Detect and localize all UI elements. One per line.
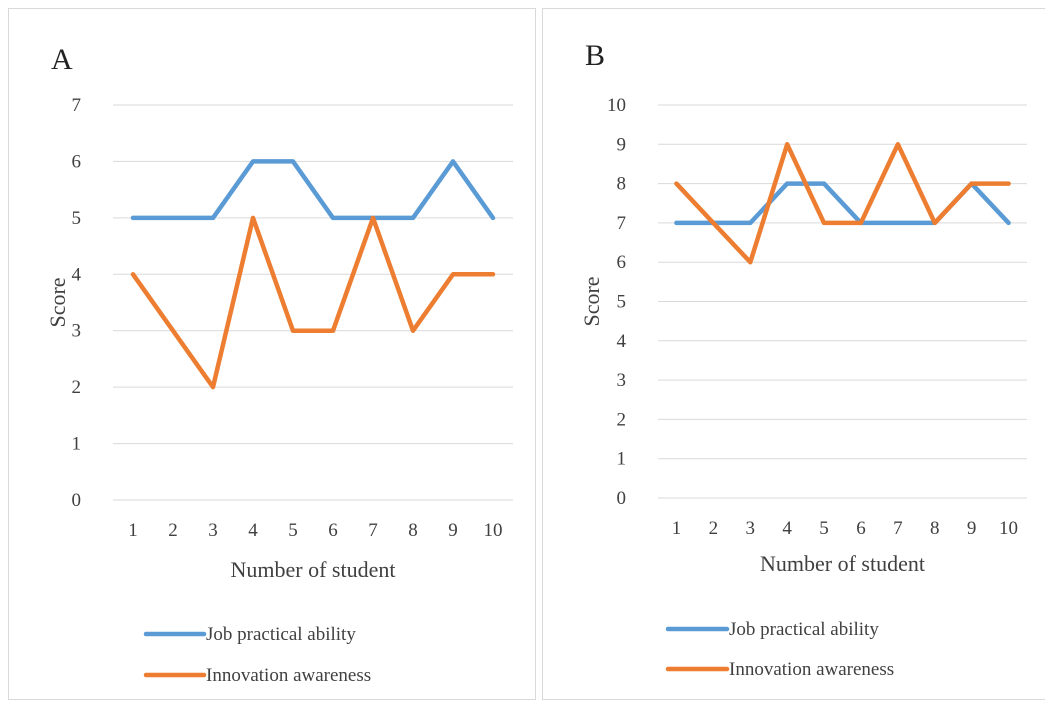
y-tick-label: 3 [72, 321, 82, 342]
series-line-job-practical-ability [676, 184, 1008, 223]
y-tick-label: 6 [617, 252, 627, 273]
y-tick-label: 7 [617, 213, 627, 234]
x-tick-label: 8 [930, 518, 940, 539]
y-axis-title: Score [579, 276, 604, 326]
x-tick-label: 4 [782, 518, 792, 539]
y-tick-label: 4 [72, 264, 82, 285]
x-axis-title: Number of student [231, 557, 396, 582]
y-tick-label: 8 [617, 174, 627, 195]
x-tick-label: 8 [408, 520, 418, 541]
x-tick-label: 6 [856, 518, 866, 539]
legend-label: Innovation awareness [729, 659, 894, 680]
x-tick-label: 5 [288, 520, 298, 541]
chart-panel-b: B 0 1 2 3 4 5 6 7 8 9 10 1 2 3 4 5 6 7 8 9 10 Score Number of s… [542, 8, 1045, 700]
x-tick-label: 10 [484, 520, 503, 541]
y-tick-label: 3 [617, 370, 627, 391]
panel-label: A [51, 43, 73, 76]
y-tick-label: 2 [72, 377, 82, 398]
x-tick-label: 4 [248, 520, 258, 541]
chart-panel-a: A 0 1 2 3 4 5 6 7 1 2 3 4 5 6 7 8 9 10 Score Number of stude… [8, 8, 536, 700]
x-tick-label: 1 [672, 518, 682, 539]
y-tick-label: 0 [617, 488, 627, 509]
panel-label: B [585, 39, 605, 72]
y-tick-label: 5 [617, 292, 627, 313]
series-line-job-practical-ability [133, 161, 493, 218]
chart-a-svg: A 0 1 2 3 4 5 6 7 1 2 3 4 5 6 7 8 9 10 Score Number of stude… [9, 9, 537, 701]
x-axis-title: Number of student [760, 551, 925, 576]
x-tick-label: 3 [746, 518, 756, 539]
x-tick-label: 9 [448, 520, 458, 541]
y-tick-label: 1 [72, 434, 82, 455]
y-tick-label: 0 [72, 490, 82, 511]
y-tick-label: 7 [72, 95, 82, 116]
x-tick-label: 7 [893, 518, 903, 539]
x-tick-label: 1 [128, 520, 138, 541]
chart-b-svg: B 0 1 2 3 4 5 6 7 8 9 10 1 2 3 4 5 6 7 8 9 10 Score Number of s… [543, 9, 1045, 701]
x-tick-label: 5 [819, 518, 829, 539]
legend-label: Job practical ability [206, 624, 356, 645]
legend-label: Job practical ability [729, 619, 879, 640]
y-tick-label: 1 [617, 449, 627, 470]
y-tick-label: 4 [617, 331, 627, 352]
y-tick-label: 2 [617, 409, 627, 430]
x-tick-label: 2 [709, 518, 719, 539]
y-tick-label: 10 [607, 95, 626, 116]
y-axis-title: Score [45, 277, 70, 327]
x-tick-label: 7 [368, 520, 378, 541]
series-line-innovation-awareness [133, 218, 493, 387]
x-tick-label: 3 [208, 520, 218, 541]
legend-label: Innovation awareness [206, 665, 371, 686]
x-tick-label: 9 [967, 518, 977, 539]
x-tick-label: 2 [168, 520, 178, 541]
x-tick-label: 10 [999, 518, 1018, 539]
y-tick-label: 6 [72, 151, 82, 172]
y-tick-label: 5 [72, 208, 82, 229]
x-tick-label: 6 [328, 520, 338, 541]
y-tick-label: 9 [617, 134, 627, 155]
